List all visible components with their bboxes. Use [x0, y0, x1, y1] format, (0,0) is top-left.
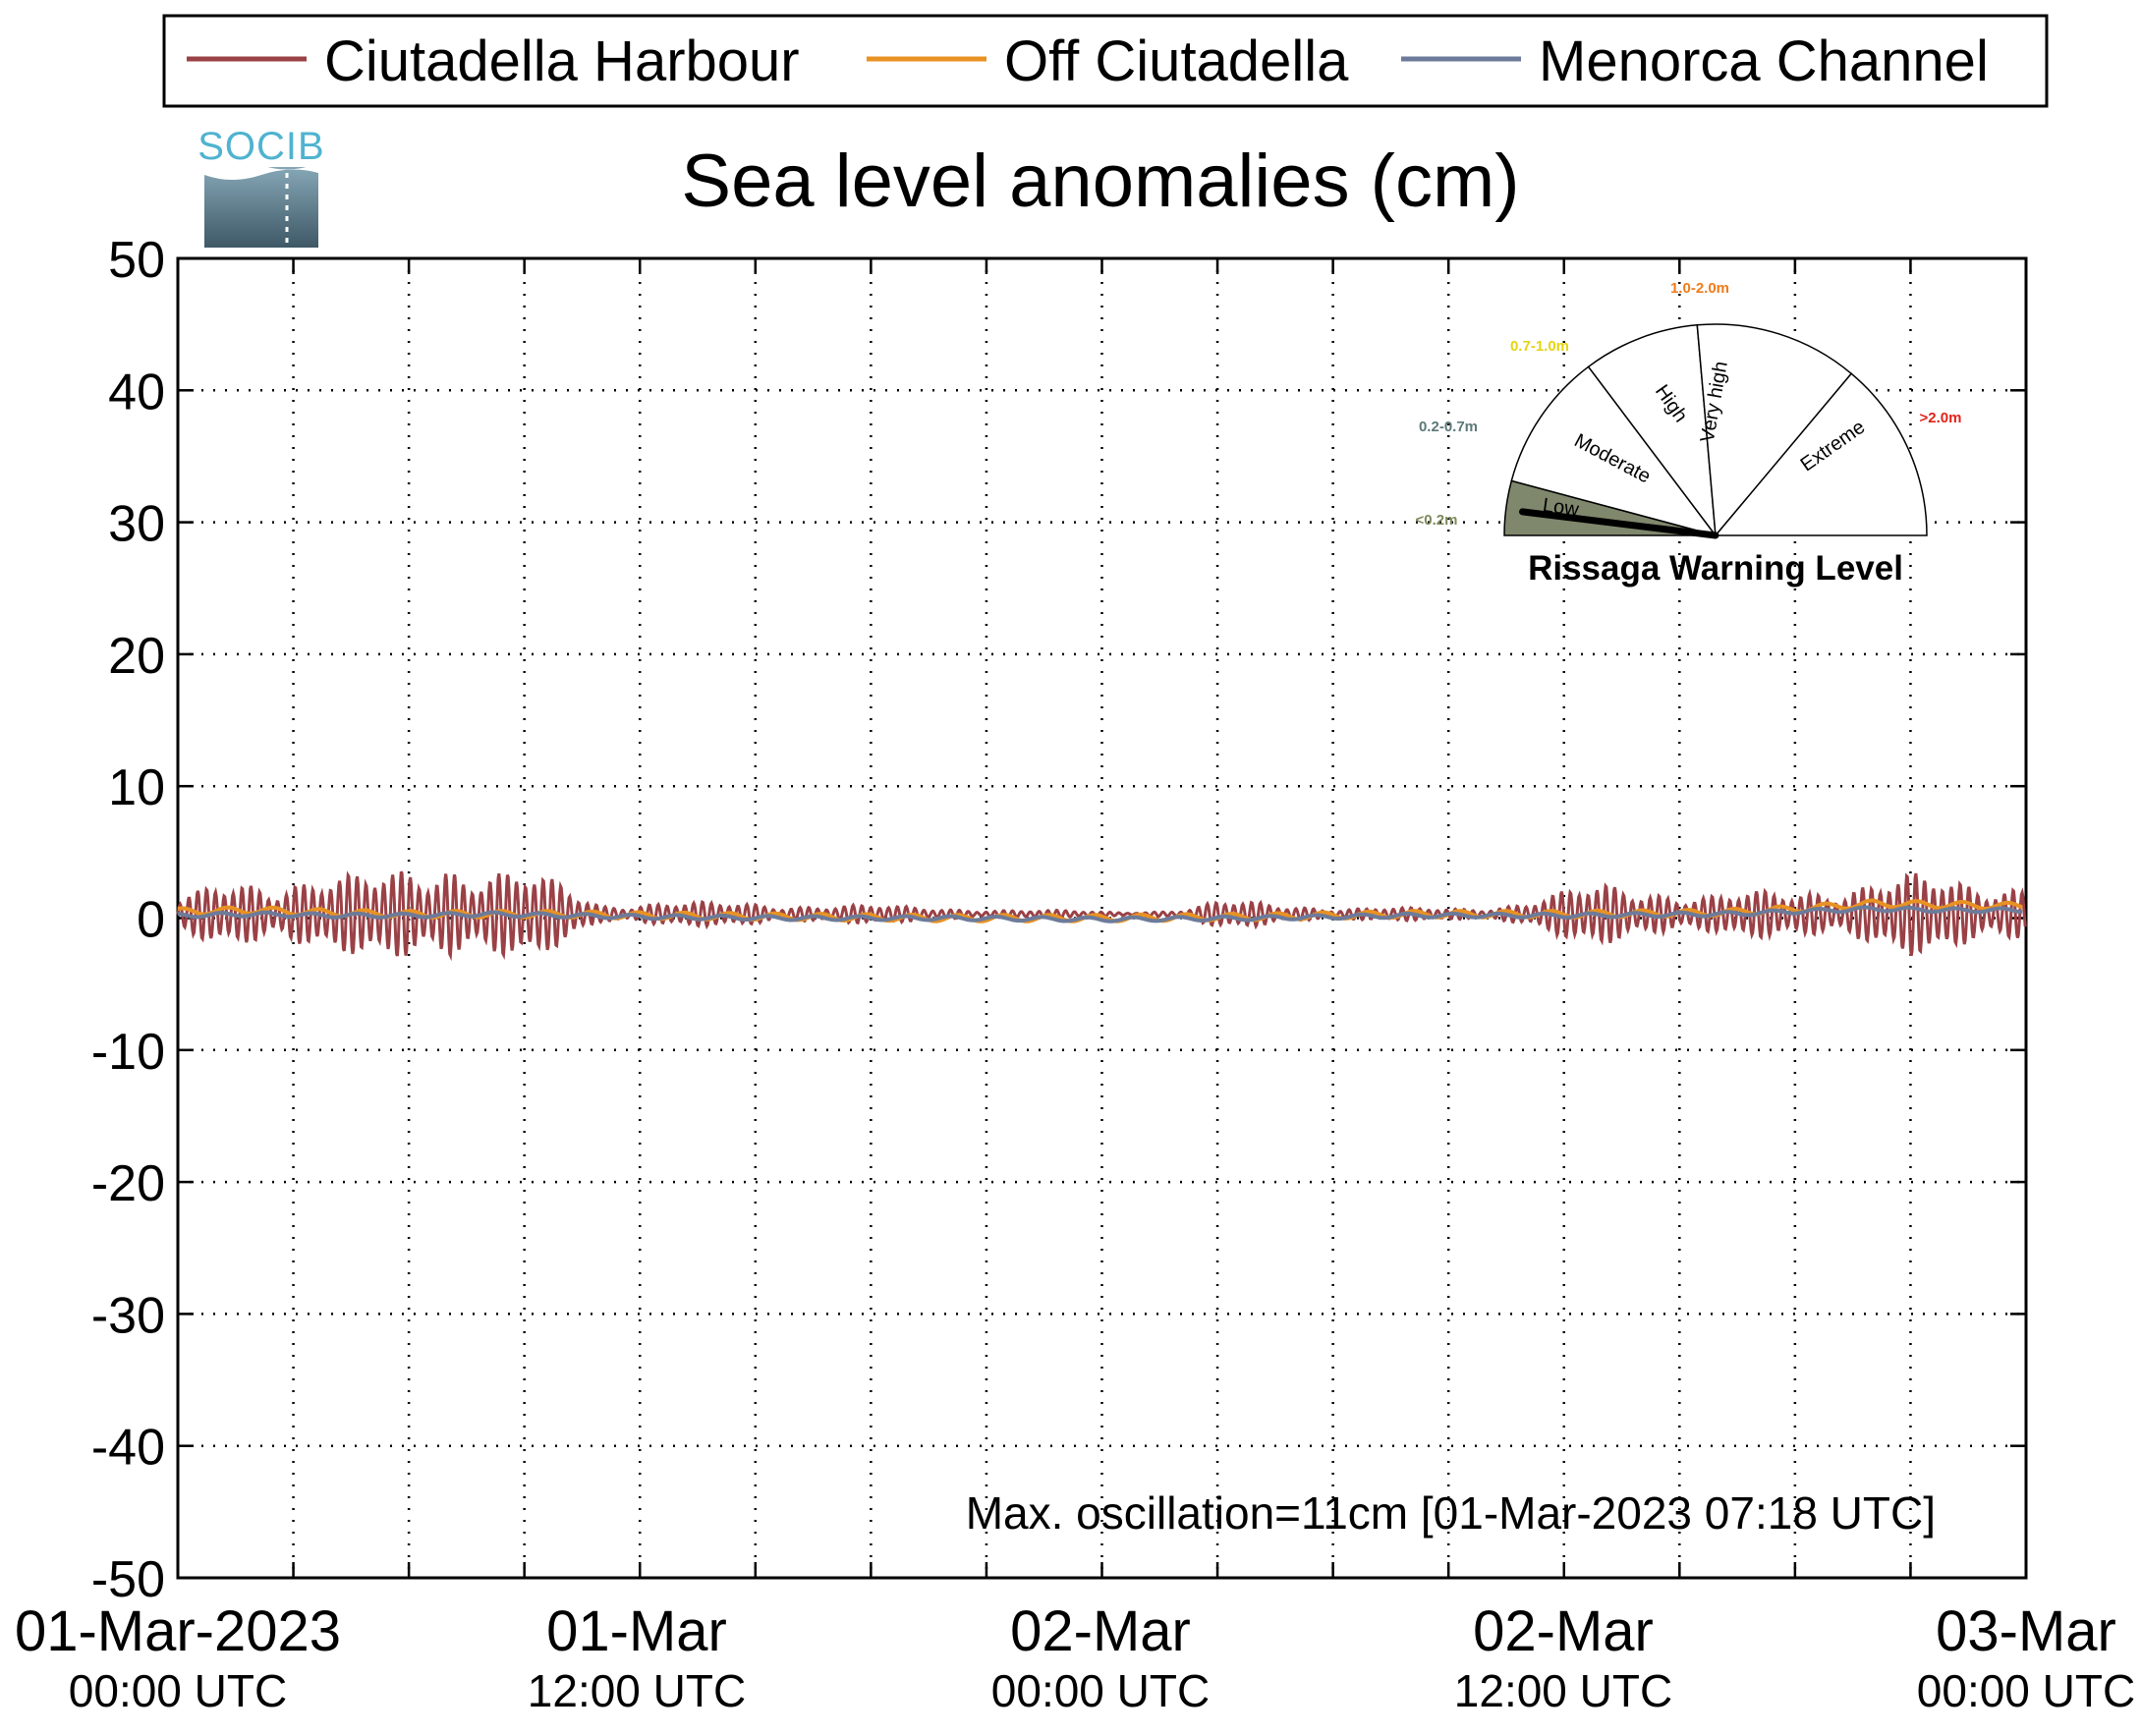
gauge-title: Rissaga Warning Level — [1528, 549, 1903, 588]
series-line-ciutadella-harbour — [176, 870, 2027, 962]
gauge-needle — [1519, 508, 1719, 539]
x-tick-label-time: 00:00 UTC — [991, 1665, 1210, 1716]
x-tick-label-date: 01-Mar-2023 — [15, 1599, 341, 1663]
y-tick-label: 0 — [137, 892, 165, 949]
logo-text: SOCIB — [197, 125, 324, 168]
legend-box — [162, 14, 2049, 108]
grid — [178, 258, 2026, 1578]
y-tick-label: -20 — [91, 1155, 165, 1212]
legend-label-off-ciutadella: Off Ciutadella — [1004, 29, 1349, 93]
y-tick-label: 20 — [108, 628, 165, 685]
x-tick-label-time: 12:00 UTC — [1454, 1665, 1672, 1716]
gauge-sector-very-high — [1696, 323, 1853, 537]
y-tick-label: 30 — [108, 496, 165, 553]
gauge-sector-extreme — [1714, 372, 1928, 536]
x-tick-label-time: 00:00 UTC — [69, 1665, 287, 1716]
logo-wave-icon — [204, 160, 318, 180]
x-tick-label-date: 02-Mar — [1010, 1599, 1191, 1663]
y-tick-label: 50 — [108, 232, 165, 289]
gauge-range-label: 0.7-1.0m — [1510, 338, 1569, 355]
x-tick-label-date: 01-Mar — [546, 1599, 727, 1663]
legend-label-menorca-channel: Menorca Channel — [1539, 29, 1989, 93]
y-tick-label: 10 — [108, 759, 165, 816]
x-tick-label-time: 12:00 UTC — [528, 1665, 746, 1716]
gauge-range-label: 0.2-0.7m — [1419, 419, 1478, 435]
y-tick-label: -10 — [91, 1024, 165, 1081]
logo-wave-block — [204, 167, 318, 248]
legend-label-ciutadella-harbour: Ciutadella Harbour — [324, 29, 800, 93]
y-tick-label: -30 — [91, 1287, 165, 1344]
legend: Ciutadella Harbour Off Ciutadella Menorc… — [162, 14, 2049, 108]
max-oscillation-note: Max. oscillation=11cm [01-Mar-2023 07:18… — [966, 1487, 1936, 1539]
series-line-menorca-channel — [177, 905, 2023, 924]
chart-title: Sea level anomalies (cm) — [681, 140, 1519, 223]
gauge-sector-moderate — [1510, 365, 1718, 537]
gauge-range-label: >2.0m — [1920, 410, 1962, 426]
series-layer — [176, 870, 2027, 962]
gauge-sector-high — [1587, 323, 1717, 538]
y-axis: 50 40 30 20 10 0 -10 -20 -30 -40 -50 — [91, 232, 2026, 1608]
y-tick-label: -40 — [91, 1420, 165, 1477]
gauge-range-label: <0.2m — [1416, 512, 1458, 529]
gauge-range-label: 1.0-2.0m — [1670, 280, 1729, 297]
y-tick-label: -50 — [91, 1551, 165, 1608]
y-tick-label: 40 — [108, 364, 165, 420]
x-tick-label-date: 02-Mar — [1473, 1599, 1654, 1663]
x-tick-label-time: 00:00 UTC — [1917, 1665, 2135, 1716]
x-tick-label-date: 03-Mar — [1936, 1599, 2116, 1663]
socib-logo: SOCIB — [197, 125, 324, 248]
